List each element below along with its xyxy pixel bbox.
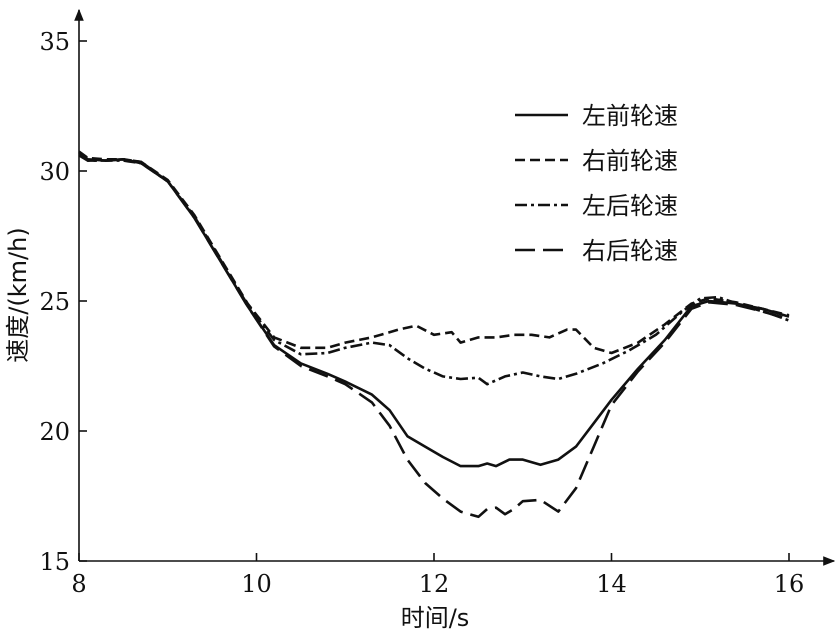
x-tick-label: 12 — [419, 570, 450, 598]
x-axis-ticks: 8 10 12 14 16 — [71, 553, 804, 598]
series-lines — [78, 150, 790, 519]
x-tick-label: 16 — [774, 570, 805, 598]
y-tick-label: 15 — [39, 548, 70, 576]
legend-label-3: 左后轮速 — [582, 192, 678, 220]
x-tick-label: 14 — [596, 570, 627, 598]
y-tick-label: 20 — [39, 418, 70, 446]
y-axis-ticks: 15 20 25 30 35 — [39, 28, 87, 576]
series-line-2 — [78, 150, 790, 355]
y-axis-title: 速度/(km/h) — [4, 227, 32, 362]
x-tick-label: 8 — [71, 570, 86, 598]
x-axis-title: 时间/s — [401, 604, 470, 632]
y-tick-label: 25 — [39, 288, 70, 316]
series-line-1 — [78, 151, 790, 468]
x-tick-label: 10 — [241, 570, 272, 598]
legend-label-4: 右后轮速 — [582, 237, 678, 265]
series-line-3 — [78, 154, 790, 386]
y-tick-label: 35 — [39, 28, 70, 56]
legend-label-1: 左前轮速 — [582, 102, 678, 130]
series-line-4 — [78, 153, 790, 519]
y-tick-label: 30 — [39, 158, 70, 186]
legend-label-2: 右前轮速 — [582, 147, 678, 175]
